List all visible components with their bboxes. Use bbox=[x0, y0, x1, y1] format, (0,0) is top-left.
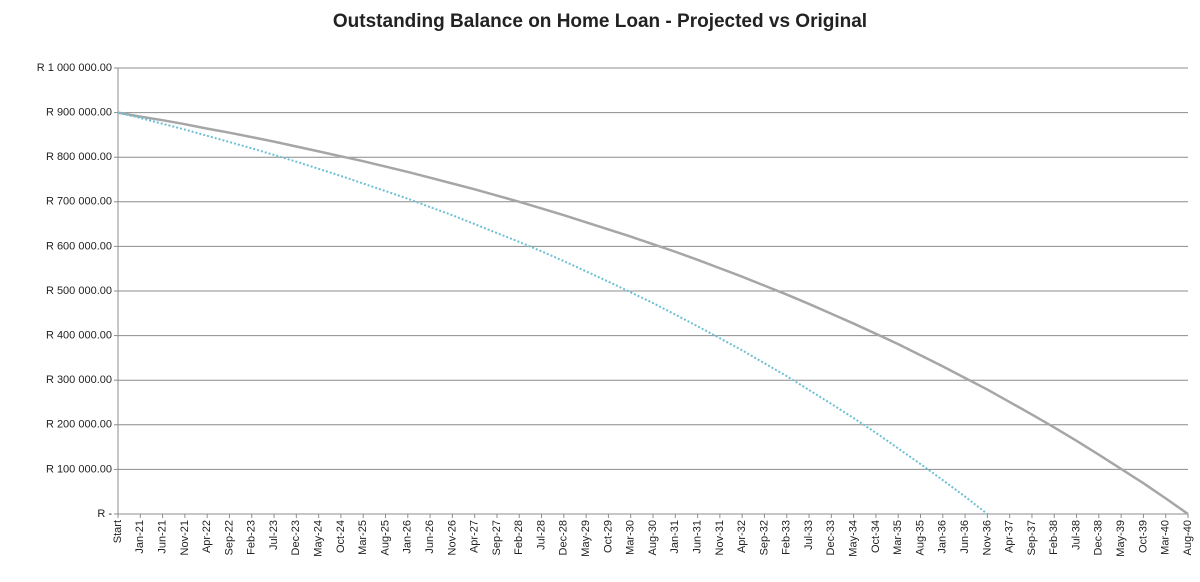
x-tick-label: Apr-37 bbox=[1004, 520, 1016, 553]
x-tick-label: Feb-28 bbox=[513, 520, 525, 555]
x-tick-label: Sep-27 bbox=[491, 520, 503, 555]
x-tick-label: Dec-33 bbox=[825, 520, 837, 555]
x-tick-label: Feb-33 bbox=[781, 520, 793, 555]
x-tick-label: Mar-35 bbox=[892, 520, 904, 555]
x-tick-label: Jan-21 bbox=[134, 520, 146, 554]
series-line bbox=[117, 111, 1189, 516]
x-tick-label: Dec-23 bbox=[290, 520, 302, 555]
x-tick-label: Jun-31 bbox=[691, 520, 703, 554]
x-tick-label: Oct-24 bbox=[335, 520, 347, 553]
x-tick-label: Jul-38 bbox=[1070, 520, 1082, 550]
y-tick-label: R 700 000.00 bbox=[46, 196, 112, 208]
x-tick-label: Aug-30 bbox=[647, 520, 659, 555]
x-tick-label: Nov-21 bbox=[179, 520, 191, 555]
x-tick-label: Start bbox=[112, 520, 124, 543]
x-tick-label: Jan-26 bbox=[402, 520, 414, 554]
y-tick-label: R 900 000.00 bbox=[46, 107, 112, 119]
y-tick-label: R 600 000.00 bbox=[46, 240, 112, 252]
x-tick-label: Feb-38 bbox=[1048, 520, 1060, 555]
x-tick-label: Jul-23 bbox=[268, 520, 280, 550]
x-tick-label: May-39 bbox=[1115, 520, 1127, 557]
x-tick-label: Dec-38 bbox=[1093, 520, 1105, 555]
x-tick-label: Jan-36 bbox=[937, 520, 949, 554]
x-tick-label: May-34 bbox=[848, 520, 860, 557]
x-tick-label: Oct-29 bbox=[602, 520, 614, 553]
series-line bbox=[117, 111, 988, 515]
y-tick-label: R 100 000.00 bbox=[46, 463, 112, 475]
x-tick-label: Aug-25 bbox=[379, 520, 391, 555]
y-tick-label: R 200 000.00 bbox=[46, 419, 112, 431]
x-tick-label: Sep-37 bbox=[1026, 520, 1038, 555]
x-tick-label: Nov-36 bbox=[981, 520, 993, 555]
x-tick-label: Nov-31 bbox=[714, 520, 726, 555]
x-tick-label: Jan-31 bbox=[669, 520, 681, 554]
x-tick-label: Apr-32 bbox=[736, 520, 748, 553]
x-tick-label: Jun-36 bbox=[959, 520, 971, 554]
x-tick-label: Aug-40 bbox=[1182, 520, 1194, 555]
x-tick-label: Sep-32 bbox=[758, 520, 770, 555]
x-tick-label: Jul-33 bbox=[803, 520, 815, 550]
x-tick-label: Apr-27 bbox=[469, 520, 481, 553]
x-tick-label: Dec-28 bbox=[558, 520, 570, 555]
y-tick-label: R 500 000.00 bbox=[46, 285, 112, 297]
x-tick-label: Mar-40 bbox=[1160, 520, 1172, 555]
y-tick-label: R 300 000.00 bbox=[46, 374, 112, 386]
x-tick-label: Mar-25 bbox=[357, 520, 369, 555]
y-tick-label: R 400 000.00 bbox=[46, 330, 112, 342]
x-tick-label: May-29 bbox=[580, 520, 592, 557]
x-tick-label: Oct-34 bbox=[870, 520, 882, 553]
x-tick-label: Jun-21 bbox=[156, 520, 168, 554]
x-tick-label: Apr-22 bbox=[201, 520, 213, 553]
x-tick-label: Mar-30 bbox=[625, 520, 637, 555]
x-tick-label: Aug-35 bbox=[914, 520, 926, 555]
x-tick-label: Sep-22 bbox=[223, 520, 235, 555]
x-tick-label: Oct-39 bbox=[1137, 520, 1149, 553]
x-tick-label: Jun-26 bbox=[424, 520, 436, 554]
x-tick-label: Feb-23 bbox=[246, 520, 258, 555]
x-tick-label: May-24 bbox=[313, 520, 325, 557]
y-tick-label: R - bbox=[97, 508, 112, 520]
chart-title: Outstanding Balance on Home Loan - Proje… bbox=[333, 11, 867, 32]
y-tick-label: R 800 000.00 bbox=[46, 151, 112, 163]
x-tick-label: Nov-26 bbox=[446, 520, 458, 555]
x-tick-label: Jul-28 bbox=[535, 520, 547, 550]
y-tick-label: R 1 000 000.00 bbox=[37, 62, 112, 74]
